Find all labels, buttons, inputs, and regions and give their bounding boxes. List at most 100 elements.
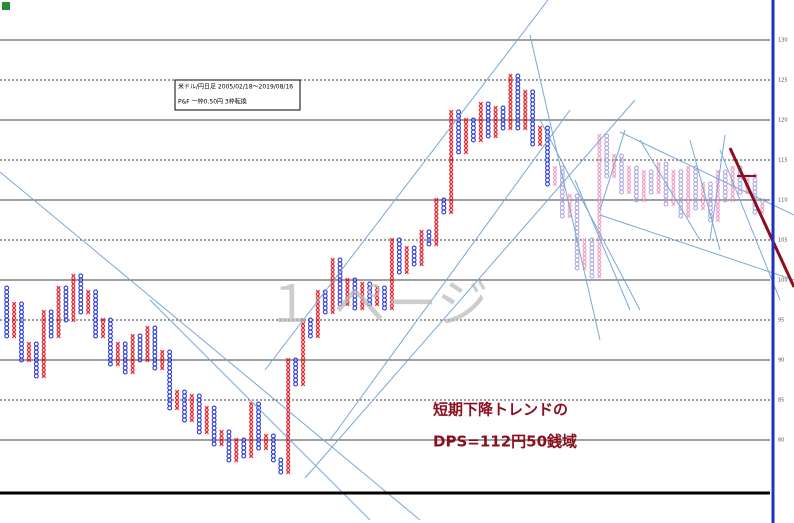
x-box	[56, 289, 61, 295]
x-box	[463, 137, 469, 143]
x-column	[145, 325, 150, 363]
x-box	[523, 121, 528, 127]
x-box	[715, 205, 721, 211]
x-box	[448, 205, 454, 211]
annotation: 短期下降トレンドの	[433, 401, 568, 419]
x-box	[330, 273, 335, 279]
o-box	[382, 285, 387, 291]
x-box	[174, 389, 180, 395]
x-box	[419, 233, 424, 239]
x-box	[330, 293, 335, 299]
x-box	[448, 117, 454, 123]
x-box	[330, 301, 335, 307]
x-box	[71, 305, 76, 311]
o-box	[322, 289, 328, 295]
x-box	[597, 177, 602, 183]
x-column	[641, 169, 646, 203]
x-box	[285, 425, 291, 431]
x-box	[448, 109, 454, 115]
x-box	[448, 177, 454, 183]
x-box	[523, 97, 528, 103]
x-column	[523, 89, 528, 131]
x-box	[597, 245, 602, 251]
x-box	[597, 181, 602, 187]
trend-line	[719, 149, 781, 301]
x-box	[248, 405, 254, 411]
x-box	[285, 397, 291, 403]
o-box	[678, 169, 684, 175]
x-box	[41, 349, 46, 355]
o-box	[307, 317, 313, 323]
x-box	[285, 377, 291, 383]
x-box	[404, 269, 409, 275]
x-box	[597, 185, 602, 191]
x-box	[552, 169, 558, 175]
x-box	[434, 229, 439, 235]
x-box	[374, 301, 380, 307]
o-box	[648, 169, 654, 175]
x-box	[700, 197, 706, 203]
x-box	[523, 109, 528, 115]
o-box	[619, 153, 624, 159]
o-box	[604, 133, 610, 139]
trend-line	[329, 109, 571, 441]
x-box	[389, 253, 395, 259]
x-box	[41, 325, 46, 331]
x-box	[248, 417, 254, 423]
x-box	[389, 301, 395, 307]
x-box	[685, 197, 691, 203]
x-column	[263, 433, 269, 451]
x-box	[374, 285, 380, 291]
x-box	[760, 205, 765, 211]
x-box	[56, 293, 61, 299]
o-column	[589, 237, 595, 279]
x-box	[448, 157, 454, 163]
x-box	[685, 169, 691, 175]
x-box	[248, 425, 254, 431]
o-box	[278, 457, 284, 463]
o-column	[241, 437, 247, 459]
x-column	[374, 285, 380, 307]
x-box	[537, 125, 543, 131]
x-box	[360, 289, 365, 295]
trend-line	[149, 299, 371, 521]
x-box	[71, 313, 76, 319]
x-box	[234, 445, 239, 451]
x-box	[174, 401, 180, 407]
y-tick-label: 100	[778, 278, 788, 284]
x-box	[626, 177, 632, 183]
x-box	[85, 305, 91, 311]
trend-line	[529, 34, 601, 341]
x-box	[56, 321, 61, 327]
x-box	[434, 237, 439, 243]
x-box	[389, 277, 395, 283]
x-box	[56, 329, 61, 335]
x-box	[360, 293, 365, 299]
x-box	[685, 173, 691, 179]
o-box	[270, 433, 276, 439]
x-box	[478, 129, 484, 135]
x-box	[523, 113, 528, 119]
x-box	[641, 185, 646, 191]
o-column	[137, 333, 143, 363]
x-column	[493, 105, 498, 139]
x-box	[41, 361, 46, 367]
x-box	[300, 353, 306, 359]
x-box	[463, 129, 469, 135]
o-box	[78, 273, 84, 279]
o-column	[4, 285, 10, 339]
x-box	[41, 353, 46, 359]
x-box	[248, 413, 254, 419]
x-box	[300, 377, 306, 383]
trend-line	[599, 129, 626, 211]
x-box	[345, 277, 350, 283]
x-box	[174, 397, 180, 403]
dps-line	[728, 147, 794, 288]
x-box	[100, 317, 106, 323]
x-box	[11, 305, 17, 311]
x-box	[56, 309, 61, 315]
x-box	[448, 133, 454, 139]
x-box	[263, 441, 269, 447]
o-column	[545, 125, 550, 187]
x-box	[56, 317, 61, 323]
